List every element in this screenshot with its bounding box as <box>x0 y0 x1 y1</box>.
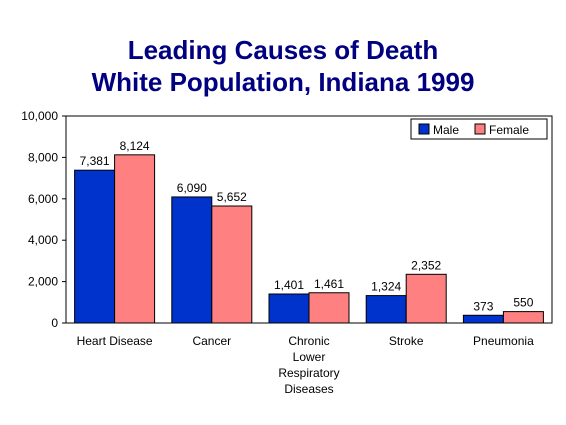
x-tick-label: Diseases <box>284 382 333 396</box>
bar-male <box>462 314 504 324</box>
x-tick-label: Pneumonia <box>473 334 534 348</box>
data-label: 1,324 <box>371 280 401 294</box>
data-label: 1,461 <box>314 277 344 291</box>
data-label: 5,652 <box>217 190 247 204</box>
legend-swatch-female <box>474 123 486 135</box>
bar-male <box>365 295 407 324</box>
x-tick-label: Heart Disease <box>77 334 153 348</box>
x-tick-label: Lower <box>293 350 326 364</box>
data-label: 7,381 <box>80 154 110 168</box>
data-label: 1,401 <box>274 278 304 292</box>
data-label: 550 <box>513 296 533 310</box>
chart-title: Leading Causes of Death <box>127 35 439 65</box>
bar-male <box>171 196 213 324</box>
x-tick-label: Respiratory <box>278 366 339 380</box>
data-label: 6,090 <box>177 181 207 195</box>
bar-female <box>211 205 253 324</box>
y-tick-label: 6,000 <box>28 192 58 206</box>
bar-female <box>405 273 447 324</box>
bar-male <box>268 293 310 324</box>
y-tick-label: 8,000 <box>28 150 58 164</box>
y-tick-label: 2,000 <box>28 275 58 289</box>
y-tick-label: 4,000 <box>28 233 58 247</box>
bar-female <box>308 292 350 324</box>
x-tick-label: Stroke <box>389 334 424 348</box>
bar-female <box>114 154 156 324</box>
chart-subtitle: White Population, Indiana 1999 <box>91 67 475 97</box>
data-label: 373 <box>473 299 493 313</box>
legend-swatch-male <box>418 123 430 135</box>
bar-female <box>502 311 544 324</box>
legend-label: Male <box>433 123 459 137</box>
data-label: 2,352 <box>411 258 441 272</box>
x-tick-label: Cancer <box>192 334 231 348</box>
x-tick-label: Chronic <box>288 334 329 348</box>
data-label: 8,124 <box>120 139 150 153</box>
y-tick-label: 0 <box>51 316 58 330</box>
y-tick-label: 10,000 <box>21 109 58 123</box>
bar-male <box>74 169 116 324</box>
legend-label: Female <box>489 123 529 137</box>
